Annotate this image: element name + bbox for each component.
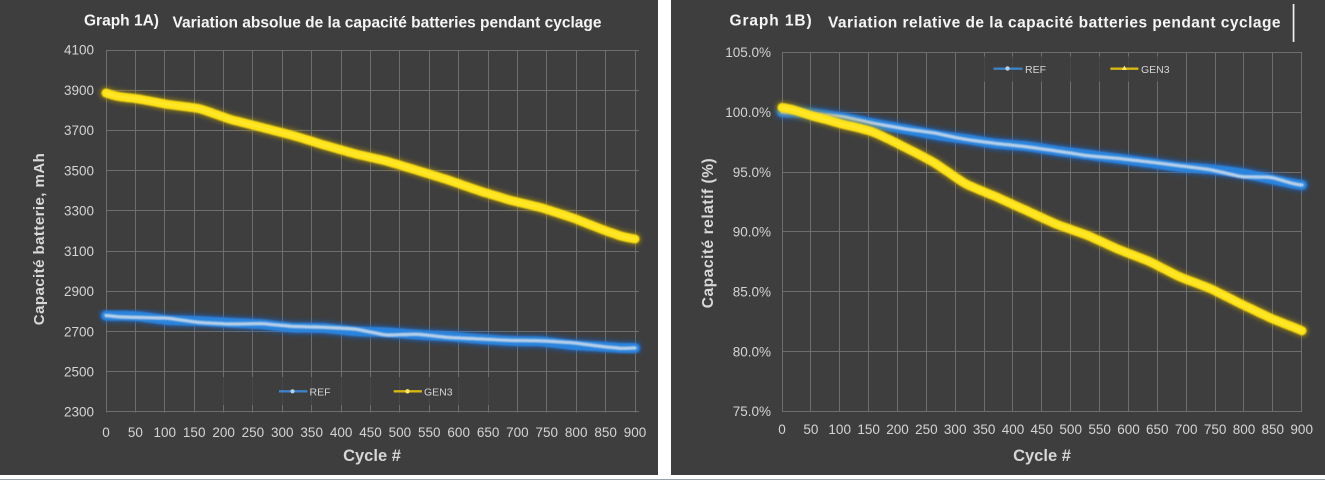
svg-text:105.0%: 105.0% [725, 45, 771, 60]
svg-text:50: 50 [803, 422, 818, 437]
svg-text:REF: REF [310, 387, 331, 399]
svg-text:450: 450 [359, 425, 382, 440]
svg-text:75.0%: 75.0% [733, 404, 771, 419]
svg-text:450: 450 [1031, 422, 1054, 437]
svg-text:Graph 1B): Graph 1B) [730, 13, 813, 30]
svg-text:2500: 2500 [64, 365, 94, 380]
svg-text:Capacité batterie, mAh: Capacité batterie, mAh [31, 153, 48, 325]
svg-text:3100: 3100 [64, 244, 94, 259]
svg-text:150: 150 [183, 425, 206, 440]
svg-text:350: 350 [973, 422, 996, 437]
svg-text:Variation relative de la capac: Variation relative de la capacité batter… [828, 15, 1281, 32]
svg-text:350: 350 [300, 425, 323, 440]
svg-text:50: 50 [128, 425, 143, 440]
svg-text:3900: 3900 [64, 83, 94, 98]
svg-text:90.0%: 90.0% [733, 225, 771, 240]
svg-text:300: 300 [944, 422, 967, 437]
svg-text:250: 250 [242, 425, 265, 440]
svg-text:700: 700 [1175, 422, 1198, 437]
svg-text:800: 800 [565, 425, 588, 440]
svg-text:600: 600 [1117, 422, 1140, 437]
svg-text:0: 0 [102, 425, 110, 440]
svg-text:GEN3: GEN3 [424, 387, 453, 399]
svg-text:850: 850 [594, 425, 617, 440]
svg-text:150: 150 [857, 422, 880, 437]
svg-text:REF: REF [1025, 64, 1046, 76]
svg-text:750: 750 [1204, 422, 1227, 437]
svg-text:2300: 2300 [64, 405, 94, 420]
svg-text:100.0%: 100.0% [725, 105, 771, 120]
svg-text:Graph 1A): Graph 1A) [84, 13, 159, 30]
svg-text:400: 400 [330, 425, 353, 440]
svg-text:200: 200 [886, 422, 909, 437]
svg-text:400: 400 [1002, 422, 1025, 437]
svg-text:300: 300 [271, 425, 294, 440]
svg-text:800: 800 [1233, 422, 1256, 437]
svg-text:200: 200 [212, 425, 235, 440]
svg-text:850: 850 [1262, 422, 1285, 437]
svg-text:85.0%: 85.0% [733, 285, 771, 300]
svg-text:900: 900 [624, 425, 647, 440]
svg-text:500: 500 [389, 425, 412, 440]
svg-text:650: 650 [1146, 422, 1169, 437]
svg-text:700: 700 [506, 425, 529, 440]
svg-text:100: 100 [154, 425, 177, 440]
svg-text:100: 100 [828, 422, 851, 437]
svg-text:Cycle #: Cycle # [343, 447, 401, 465]
svg-text:750: 750 [536, 425, 559, 440]
svg-text:Variation absolue de la capaci: Variation absolue de la capacité batteri… [173, 15, 602, 32]
svg-text:3500: 3500 [64, 163, 94, 178]
svg-text:4100: 4100 [64, 43, 94, 58]
svg-text:550: 550 [1088, 422, 1111, 437]
svg-text:95.0%: 95.0% [733, 165, 771, 180]
svg-text:550: 550 [418, 425, 441, 440]
svg-text:3700: 3700 [64, 123, 94, 138]
svg-text:2900: 2900 [64, 284, 94, 299]
svg-text:650: 650 [477, 425, 500, 440]
svg-text:500: 500 [1059, 422, 1082, 437]
svg-text:250: 250 [915, 422, 938, 437]
svg-text:Cycle #: Cycle # [1013, 447, 1071, 465]
svg-text:Capacité relatif (%): Capacité relatif (%) [700, 158, 717, 309]
svg-text:600: 600 [447, 425, 470, 440]
svg-text:80.0%: 80.0% [733, 344, 771, 359]
svg-text:GEN3: GEN3 [1141, 64, 1170, 76]
svg-text:0: 0 [778, 422, 786, 437]
svg-text:900: 900 [1290, 422, 1313, 437]
svg-text:2700: 2700 [64, 324, 94, 339]
svg-text:3300: 3300 [64, 204, 94, 219]
